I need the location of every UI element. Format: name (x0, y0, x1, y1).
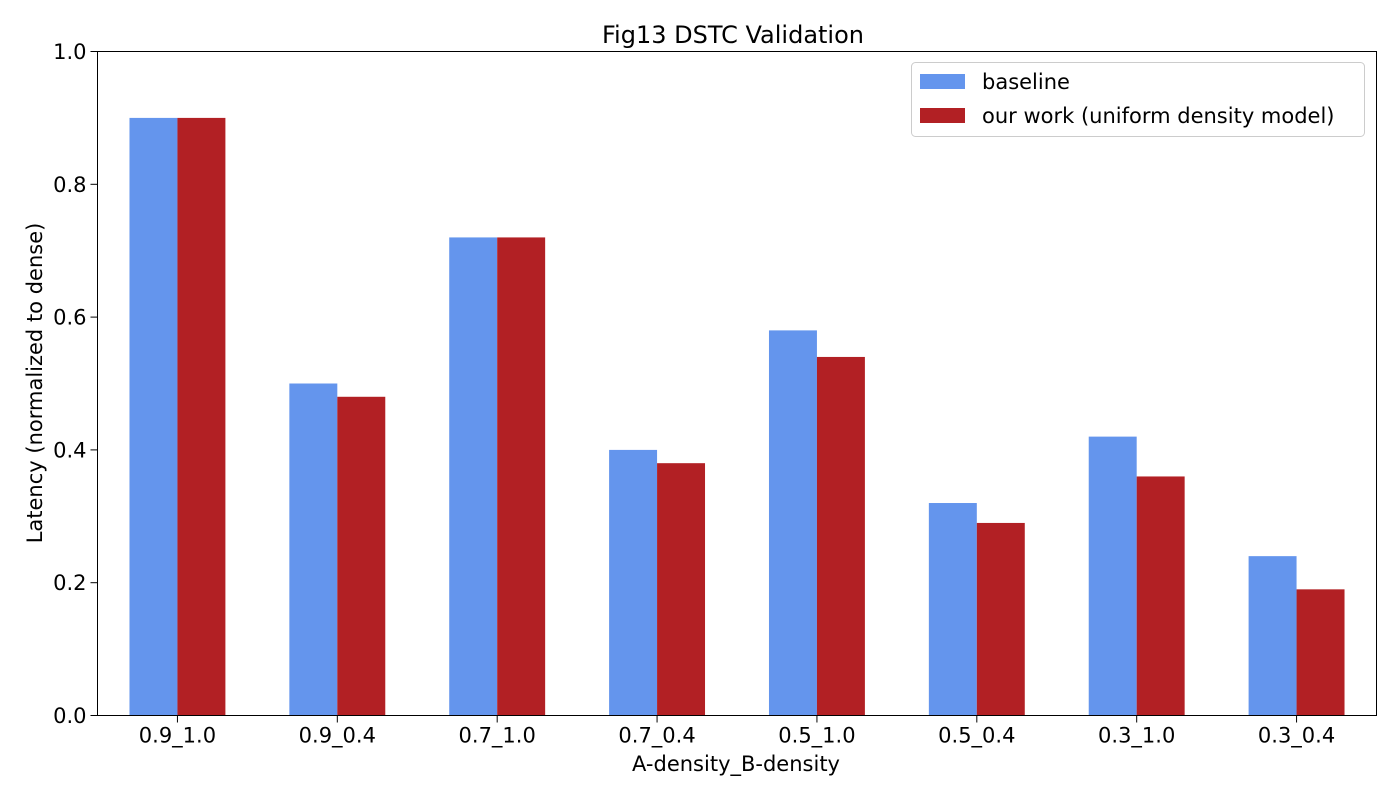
bar-baseline-0.3_1.0 (1088, 436, 1137, 716)
x-axis-label: A-density_B-density (632, 752, 840, 777)
bar-baseline-0.9_0.4 (289, 383, 338, 716)
legend-label-our-work: our work (uniform density model) (982, 104, 1335, 128)
bar-our-work-0.7_0.4 (657, 463, 706, 716)
bar-our-work-0.5_1.0 (816, 356, 865, 716)
x-tick-label: 0.9_0.4 (299, 724, 376, 749)
y-axis-label: Latency (normalized to dense) (23, 223, 47, 544)
bar-our-work-0.9_1.0 (177, 117, 226, 716)
x-tick-label: 0.7_0.4 (618, 724, 695, 749)
bar-baseline-0.9_1.0 (129, 117, 178, 716)
y-axis: 0.0 0.2 0.4 0.6 0.8 1.0 (53, 40, 98, 728)
bar-baseline-0.7_0.4 (609, 449, 658, 716)
bar-baseline-0.5_0.4 (928, 503, 977, 716)
y-tick-label: 0.4 (53, 438, 86, 462)
x-tick-label: 0.7_1.0 (459, 724, 536, 749)
bar-baseline-0.3_0.4 (1248, 556, 1297, 716)
plot-frame (97, 51, 1377, 716)
legend-swatch-our-work (920, 108, 965, 123)
bar-baseline-0.7_1.0 (449, 237, 498, 716)
y-tick-label: 0.2 (53, 571, 86, 595)
bar-our-work-0.3_1.0 (1136, 476, 1185, 716)
bar-baseline-0.5_1.0 (768, 330, 817, 716)
bar-our-work-0.3_0.4 (1296, 589, 1345, 716)
bar-our-work-0.5_0.4 (976, 522, 1025, 716)
chart-title: Fig13 DSTC Validation (602, 21, 864, 49)
x-tick-label: 0.5_1.0 (778, 724, 855, 749)
legend-label-baseline: baseline (982, 70, 1070, 94)
x-tick-label: 0.3_0.4 (1258, 724, 1335, 749)
x-axis: 0.9_1.0 0.9_0.4 0.7_1.0 0.7_0.4 0.5_1.0 0.5_0… (139, 715, 1335, 749)
x-tick-label: 0.3_1.0 (1098, 724, 1175, 749)
legend-swatch-baseline (920, 74, 965, 89)
y-tick-label: 0.8 (53, 173, 86, 197)
bars-group (129, 117, 1345, 716)
x-tick-label: 0.5_0.4 (938, 724, 1015, 749)
bar-our-work-0.7_1.0 (497, 237, 546, 716)
x-tick-label: 0.9_1.0 (139, 724, 216, 749)
y-tick-label: 0.6 (53, 306, 86, 330)
legend: baseline our work (uniform density model… (911, 62, 1365, 137)
bar-our-work-0.9_0.4 (337, 396, 386, 716)
y-tick-label: 1.0 (53, 40, 86, 64)
legend-box (911, 62, 1365, 137)
y-tick-label: 0.0 (53, 704, 86, 728)
